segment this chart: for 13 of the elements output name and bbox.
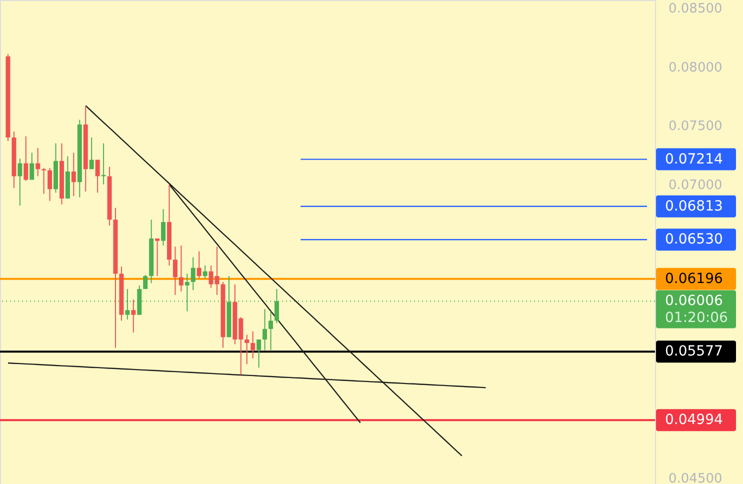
text: 0.06813: [665, 198, 723, 214]
ref-line-label: 0.06196: [665, 270, 723, 287]
y-tick-label: 0.08000: [668, 60, 722, 76]
text: 0.06530: [665, 232, 723, 248]
ref-line-label: 0.04994: [665, 412, 723, 428]
text: 0.07214: [665, 151, 723, 168]
text: 01:20:06: [665, 310, 728, 326]
y-tick-label: 0.08500: [668, 2, 722, 17]
y-tick-label: 0.04500: [668, 472, 722, 484]
ref-line-label: 0.05577: [665, 344, 723, 360]
y-tick-label: 0.07500: [668, 119, 722, 134]
ref-line-label: 0.06006: [665, 293, 723, 310]
y-tick-label: 0.07000: [668, 178, 722, 193]
